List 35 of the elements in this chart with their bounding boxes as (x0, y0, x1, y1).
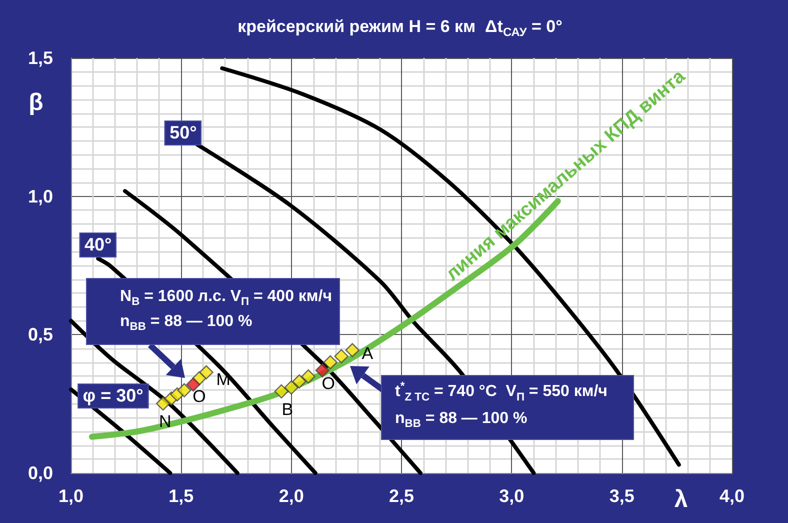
point (315, 363, 330, 378)
x-axis-title: λ (674, 486, 688, 514)
annotation: O (192, 387, 206, 408)
x-tick-label: 2,5 (388, 486, 414, 506)
y-tick-label: 1,5 (28, 48, 53, 68)
point (199, 365, 214, 380)
x-tick-label: 3,0 (499, 486, 524, 506)
point (186, 377, 200, 392)
x-tick-label: 2,0 (278, 486, 304, 506)
y-tick-label: 0,5 (28, 324, 53, 345)
annotation: O (322, 374, 336, 394)
y-tick-label: 0,0 (28, 463, 53, 483)
annotation: t$^{*}$$_{Z ТС}$ = 740 °C V$_{П}$ = 550 км/ч (395, 380, 608, 404)
point (345, 343, 360, 358)
x-tick-label: 4,0 (719, 486, 745, 506)
y-axis-title: β (28, 89, 44, 117)
point (292, 374, 306, 389)
annotation: n$_{ВВ}$ = 88 — 100 % (395, 410, 528, 430)
point (274, 384, 289, 398)
annotation: 40° (79, 232, 117, 258)
annotation: N$_{В}$ = 1600 л.с. V$_{П}$ = 400 км/ч (120, 288, 332, 308)
x-tick-label: 1,0 (58, 486, 84, 506)
point (284, 380, 298, 395)
point (334, 349, 348, 364)
point (156, 396, 170, 411)
annotation: 50° (164, 120, 202, 146)
point (301, 369, 316, 384)
chart-title: крейсерский режим H = 6 км Δt$_{САУ}$ = 0° (238, 16, 562, 40)
y-tick-label: 1,0 (28, 186, 53, 206)
x-tick-label: 3,5 (609, 486, 634, 506)
point (323, 355, 338, 370)
x-tick-label: 1,5 (168, 486, 194, 506)
annotation: φ = 30° (78, 384, 148, 409)
point (177, 383, 192, 398)
annotation: n$_{ВВ}$ = 88 — 100 % (120, 312, 252, 334)
